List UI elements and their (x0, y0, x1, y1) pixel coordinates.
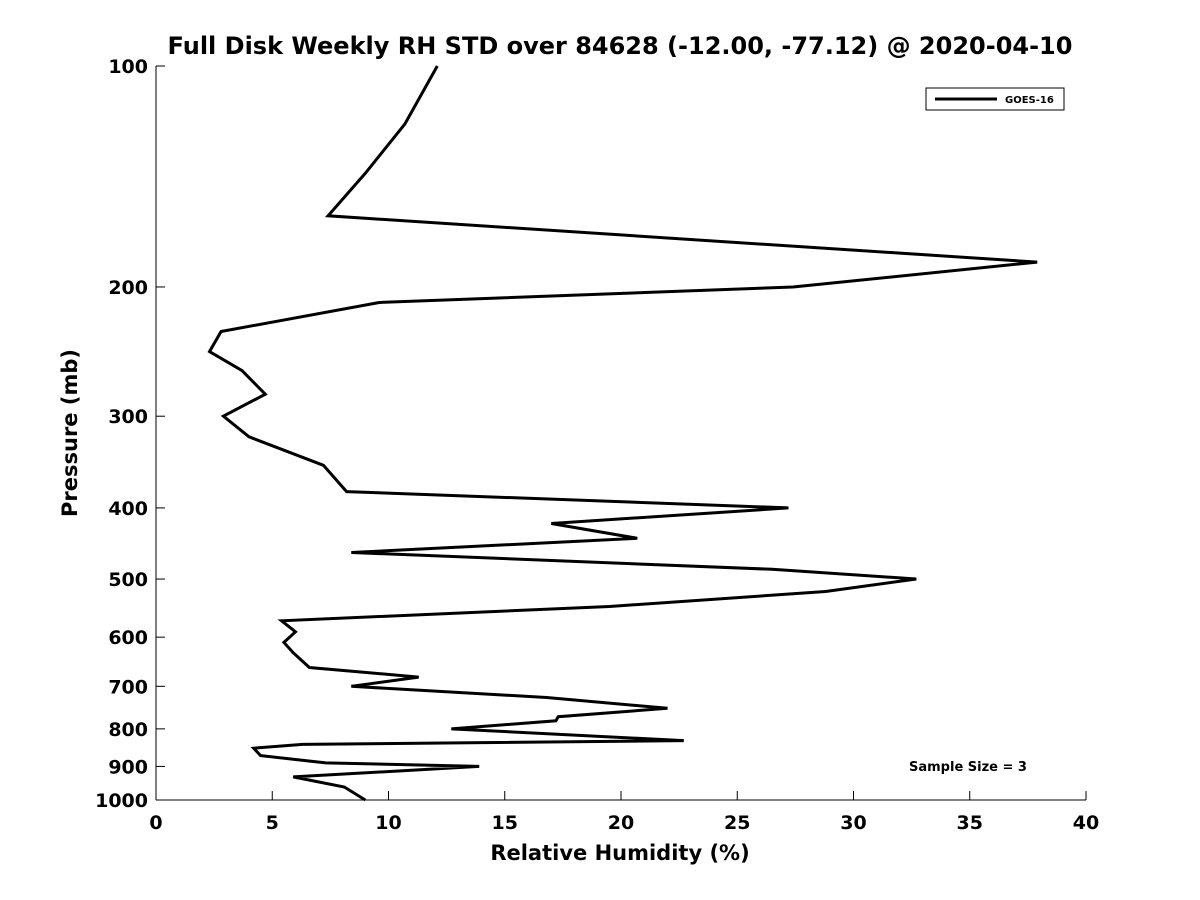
x-tick-label: 15 (492, 812, 518, 834)
y-tick-label: 700 (108, 676, 148, 698)
chart-title: Full Disk Weekly RH STD over 84628 (-12.… (168, 32, 1073, 60)
x-tick-label: 0 (149, 812, 162, 834)
plot-area: 0 5 10 15 20 25 30 35 40 100 200 300 400 500 600 700 800… (95, 56, 1099, 834)
x-tick-label: 30 (840, 812, 866, 834)
legend: GOES-16 (925, 87, 1065, 111)
sample-size-annotation: Sample Size = 3 (909, 760, 1027, 775)
y-tick-label: 900 (108, 756, 148, 778)
y-tick-label: 200 (108, 277, 148, 299)
x-tick-label: 25 (724, 812, 750, 834)
x-tick-label: 10 (375, 812, 401, 834)
y-tick-label: 400 (108, 498, 148, 520)
x-tick-label: 35 (957, 812, 983, 834)
x-tick-label: 5 (266, 812, 279, 834)
legend-entry-label: GOES-16 (1005, 95, 1054, 106)
y-axis-label: Pressure (mb) (58, 349, 82, 517)
series-line-goes-16 (207, 65, 1038, 802)
x-tick-label: 20 (608, 812, 634, 834)
y-tick-label: 800 (108, 719, 148, 741)
y-tick-label: 500 (108, 569, 148, 591)
y-tick-label: 300 (108, 406, 148, 428)
x-axis-label: Relative Humidity (%) (490, 841, 749, 865)
y-tick-label: 600 (108, 627, 148, 649)
x-tick-label: 40 (1073, 812, 1099, 834)
y-tick-label: 1000 (95, 790, 148, 812)
y-tick-label: 100 (108, 56, 148, 78)
